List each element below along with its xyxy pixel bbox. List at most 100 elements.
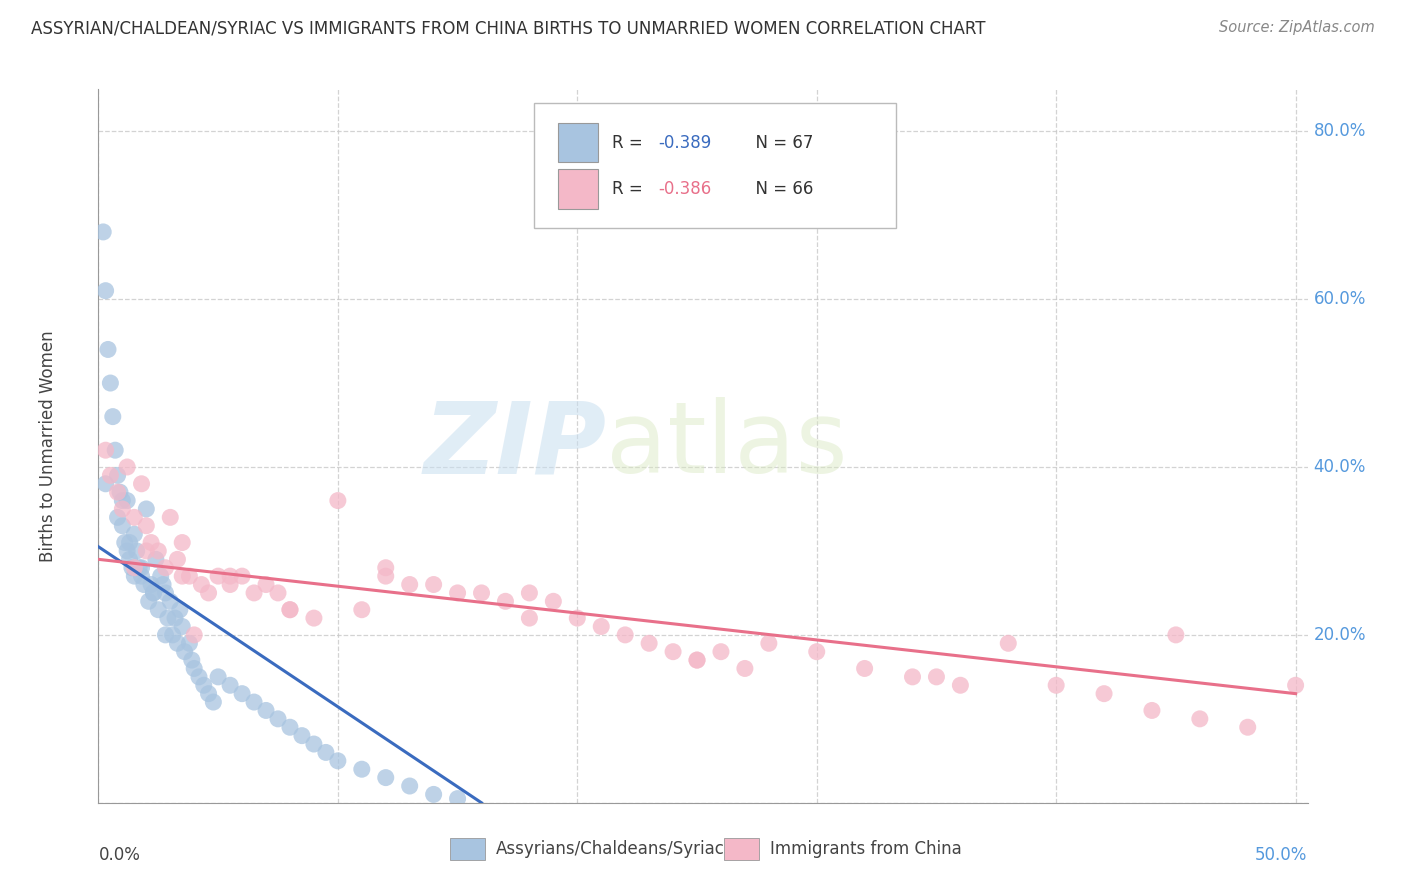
Text: ASSYRIAN/CHALDEAN/SYRIAC VS IMMIGRANTS FROM CHINA BIRTHS TO UNMARRIED WOMEN CORR: ASSYRIAN/CHALDEAN/SYRIAC VS IMMIGRANTS F… [31, 20, 986, 37]
Point [1164, 628, 1187, 642]
Text: 60.0%: 60.0% [1313, 290, 1367, 308]
Point [101, 409, 124, 424]
Point [853, 661, 876, 675]
Point [94, 443, 117, 458]
Point [172, 569, 194, 583]
Point [302, 611, 325, 625]
Point [124, 569, 146, 583]
Point [315, 746, 337, 760]
Point [108, 485, 131, 500]
Text: N = 67: N = 67 [745, 134, 814, 152]
Point [207, 569, 229, 583]
Point [543, 594, 565, 608]
Point [179, 636, 201, 650]
Point [172, 619, 194, 633]
Point [148, 544, 170, 558]
Point [197, 687, 219, 701]
Point [142, 586, 165, 600]
Point [97, 343, 120, 357]
Point [155, 628, 177, 642]
Point [166, 636, 188, 650]
Point [163, 611, 186, 625]
Point [202, 695, 225, 709]
Point [190, 577, 212, 591]
Point [139, 577, 162, 591]
Point [662, 645, 685, 659]
Point [291, 729, 314, 743]
Point [1236, 720, 1258, 734]
Point [207, 670, 229, 684]
Point [94, 476, 117, 491]
Point [149, 569, 172, 583]
Point [1092, 687, 1115, 701]
Point [142, 586, 165, 600]
Text: 0.0%: 0.0% [98, 846, 141, 863]
Point [94, 284, 117, 298]
Point [374, 560, 396, 574]
Text: 20.0%: 20.0% [1313, 626, 1367, 644]
Point [326, 754, 349, 768]
Point [124, 560, 146, 574]
Point [398, 779, 420, 793]
Point [519, 611, 541, 625]
Point [111, 493, 134, 508]
Point [118, 535, 141, 549]
Point [155, 560, 177, 574]
Point [374, 569, 396, 583]
Point [422, 577, 444, 591]
Point [231, 687, 253, 701]
Point [91, 225, 114, 239]
Point [1045, 678, 1067, 692]
Point [111, 518, 134, 533]
Point [132, 577, 155, 591]
Point [169, 603, 191, 617]
Point [638, 636, 661, 650]
Point [925, 670, 948, 684]
Text: Assyrians/Chaldeans/Syriacs: Assyrians/Chaldeans/Syriacs [496, 840, 734, 858]
Point [131, 569, 153, 583]
Point [107, 510, 129, 524]
Text: Births to Unmarried Women: Births to Unmarried Women [38, 330, 56, 562]
Point [188, 670, 211, 684]
Point [350, 603, 373, 617]
Point [949, 678, 972, 692]
Point [267, 712, 290, 726]
Point [997, 636, 1019, 650]
Text: Immigrants from China: Immigrants from China [770, 840, 962, 858]
Text: -0.386: -0.386 [658, 180, 711, 198]
Point [686, 653, 709, 667]
Point [614, 628, 637, 642]
Point [131, 560, 153, 574]
Text: 80.0%: 80.0% [1313, 122, 1367, 140]
Point [124, 527, 146, 541]
Point [166, 552, 188, 566]
Point [180, 653, 202, 667]
Text: 40.0%: 40.0% [1313, 458, 1367, 476]
Point [278, 603, 301, 617]
FancyBboxPatch shape [534, 103, 897, 228]
Text: ZIP: ZIP [423, 398, 606, 494]
Point [125, 544, 148, 558]
Point [135, 544, 157, 558]
Point [686, 653, 709, 667]
Point [243, 695, 266, 709]
Text: Source: ZipAtlas.com: Source: ZipAtlas.com [1219, 20, 1375, 35]
Point [219, 577, 242, 591]
FancyBboxPatch shape [558, 123, 598, 162]
Point [1284, 678, 1306, 692]
Point [173, 645, 195, 659]
Point [470, 586, 492, 600]
Text: N = 66: N = 66 [745, 180, 814, 198]
Point [422, 788, 444, 802]
Point [446, 791, 468, 805]
Point [398, 577, 420, 591]
Point [145, 552, 167, 566]
Point [183, 628, 205, 642]
Point [115, 544, 138, 558]
Point [162, 628, 184, 642]
Point [710, 645, 733, 659]
Point [124, 510, 146, 524]
Point [107, 468, 129, 483]
Point [734, 661, 756, 675]
Point [446, 586, 468, 600]
